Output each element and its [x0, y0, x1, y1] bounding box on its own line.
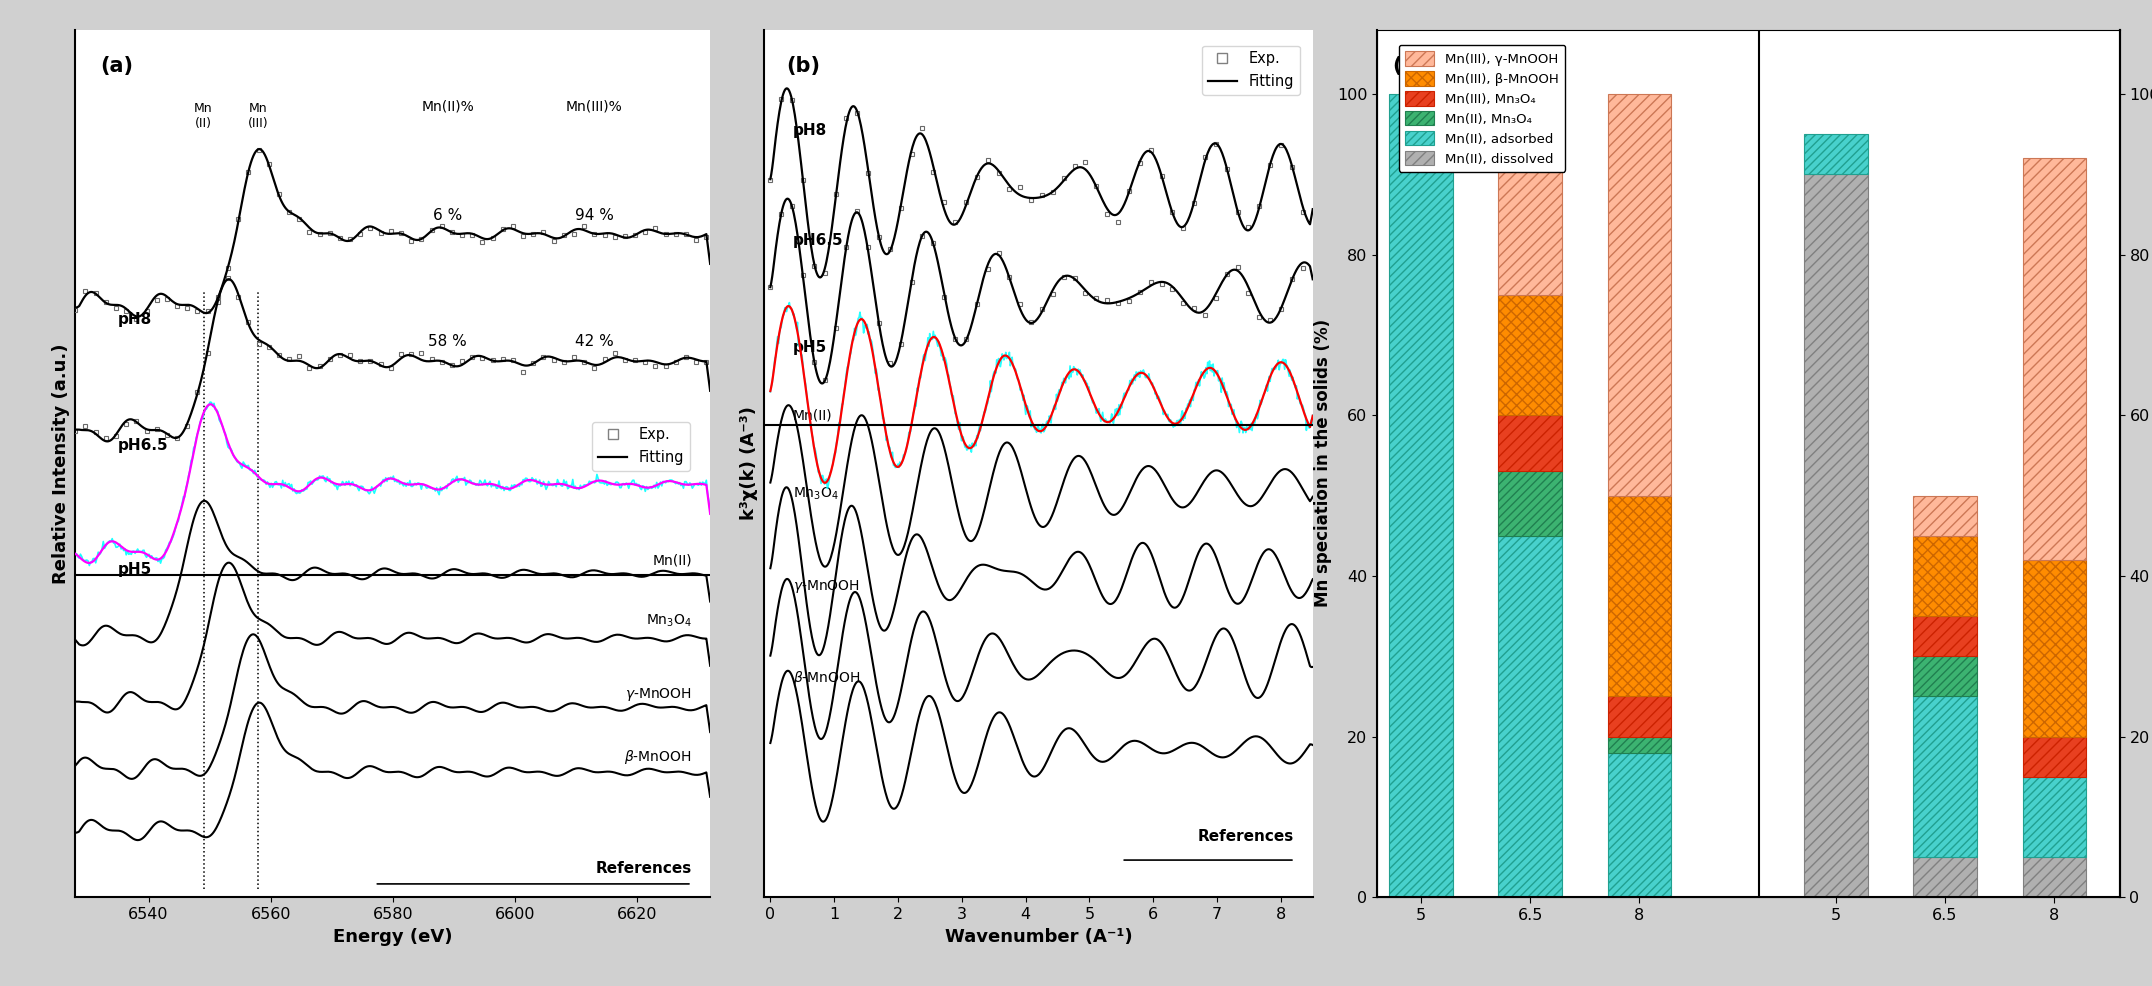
Text: pH5: pH5: [792, 340, 826, 355]
Text: $\gamma$-MnOOH: $\gamma$-MnOOH: [624, 686, 691, 703]
Text: $\beta$-MnOOH: $\beta$-MnOOH: [792, 669, 861, 687]
Bar: [2023, 777, 2085, 857]
Text: (a): (a): [101, 55, 133, 76]
Y-axis label: Relative Intensity (a.u.): Relative Intensity (a.u.): [52, 343, 69, 584]
Bar: [2023, 857, 2085, 897]
Text: Mn(II)%: Mn(II)%: [422, 99, 473, 113]
Bar: [1608, 94, 1670, 496]
Bar: [1498, 415, 1562, 471]
Legend: Exp., Fitting: Exp., Fitting: [592, 422, 691, 470]
Text: Mn$_3$O$_4$: Mn$_3$O$_4$: [646, 612, 691, 628]
Text: $\gamma$-MnOOH: $\gamma$-MnOOH: [792, 578, 859, 595]
Bar: [1803, 175, 1868, 897]
Bar: [1913, 616, 1978, 657]
Text: pH6.5: pH6.5: [792, 234, 844, 248]
Text: References: References: [1197, 828, 1293, 844]
Bar: [2023, 158, 2085, 560]
Bar: [1608, 752, 1670, 897]
Bar: [1913, 857, 1978, 897]
Legend: Exp., Fitting: Exp., Fitting: [1203, 45, 1300, 95]
Bar: [1913, 496, 1978, 535]
Text: pH6.5: pH6.5: [118, 438, 168, 453]
Text: References: References: [596, 861, 691, 876]
Text: 58 %: 58 %: [428, 334, 467, 349]
Text: Mn
(II): Mn (II): [194, 102, 213, 130]
Y-axis label: Mn speciation in the solids (%): Mn speciation in the solids (%): [1313, 319, 1332, 607]
Bar: [1498, 295, 1562, 415]
Text: pH5: pH5: [118, 562, 153, 577]
Bar: [1803, 134, 1868, 175]
Bar: [2023, 560, 2085, 737]
Y-axis label: k³χ(k) (A⁻³): k³χ(k) (A⁻³): [740, 406, 758, 521]
Bar: [1498, 535, 1562, 897]
Text: (c): (c): [1392, 55, 1422, 76]
Text: Mn
(III): Mn (III): [247, 102, 269, 130]
Text: (b): (b): [785, 55, 820, 76]
Bar: [2023, 737, 2085, 777]
Text: Mn$_3$O$_4$: Mn$_3$O$_4$: [792, 485, 839, 502]
Text: 42 %: 42 %: [575, 334, 613, 349]
Text: Mn(II): Mn(II): [652, 553, 691, 567]
Bar: [1498, 471, 1562, 535]
Text: pH8: pH8: [118, 313, 153, 327]
Bar: [1913, 657, 1978, 696]
Bar: [1608, 737, 1670, 752]
Bar: [1498, 94, 1562, 295]
Text: 6 %: 6 %: [433, 208, 463, 223]
Text: $\beta$-MnOOH: $\beta$-MnOOH: [624, 748, 691, 766]
Bar: [1913, 696, 1978, 857]
Legend: Mn(III), γ-MnOOH, Mn(III), β-MnOOH, Mn(III), Mn₃O₄, Mn(II), Mn₃O₄, Mn(II), adsor: Mn(III), γ-MnOOH, Mn(III), β-MnOOH, Mn(I…: [1399, 44, 1565, 173]
Text: Mn(III)%: Mn(III)%: [566, 99, 622, 113]
Bar: [1608, 696, 1670, 737]
Text: pH8: pH8: [792, 123, 826, 138]
Text: Mn(II): Mn(II): [792, 408, 833, 422]
Bar: [1913, 535, 1978, 616]
Bar: [1608, 496, 1670, 696]
X-axis label: Energy (eV): Energy (eV): [334, 928, 452, 946]
Text: 94 %: 94 %: [575, 208, 613, 223]
Bar: [1390, 94, 1453, 897]
X-axis label: Wavenumber (A⁻¹): Wavenumber (A⁻¹): [945, 928, 1132, 946]
